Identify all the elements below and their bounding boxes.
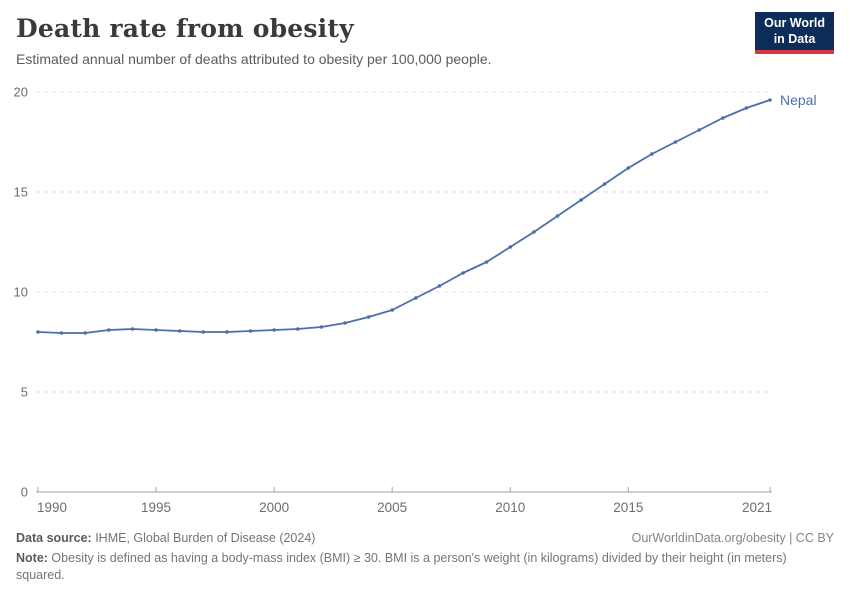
x-tick-label: 2015	[613, 500, 643, 515]
data-point[interactable]	[414, 296, 418, 300]
data-point[interactable]	[721, 116, 725, 120]
y-tick-label: 0	[21, 485, 28, 500]
footer-source-row: Data source: IHME, Global Burden of Dise…	[16, 530, 834, 547]
data-point[interactable]	[319, 325, 324, 329]
x-tick-label: 1990	[37, 500, 67, 515]
owid-logo-line1: Our World	[764, 16, 825, 30]
data-point[interactable]	[484, 260, 489, 264]
data-source-label: Data source:	[16, 531, 92, 545]
data-point[interactable]	[201, 330, 206, 334]
data-point[interactable]	[83, 331, 87, 335]
series-line[interactable]	[37, 99, 771, 334]
data-point[interactable]	[650, 152, 654, 156]
x-tick-label: 2010	[495, 500, 525, 515]
footnote-label: Note:	[16, 550, 48, 565]
data-point[interactable]	[59, 331, 64, 335]
data-point[interactable]	[248, 329, 253, 333]
x-tick-label: 2021	[742, 500, 772, 515]
data-point[interactable]	[744, 106, 749, 110]
data-point[interactable]	[508, 245, 513, 249]
data-point[interactable]	[177, 329, 182, 333]
data-point[interactable]	[437, 284, 442, 288]
owid-logo[interactable]: Our World in Data	[755, 12, 834, 55]
data-point[interactable]	[36, 330, 40, 334]
chart-subtitle: Estimated annual number of deaths attrib…	[16, 51, 492, 67]
data-point[interactable]	[343, 321, 347, 325]
y-tick-label: 10	[14, 285, 28, 300]
data-point[interactable]	[390, 308, 395, 312]
x-tick-label: 2005	[377, 500, 407, 515]
footnote-text: Obesity is defined as having a body-mass…	[16, 550, 787, 582]
data-point[interactable]	[366, 315, 371, 319]
series-end-label[interactable]: Nepal	[780, 92, 817, 108]
data-point[interactable]	[532, 230, 536, 234]
data-source-line: Data source: IHME, Global Burden of Dise…	[16, 530, 315, 547]
data-point[interactable]	[579, 198, 583, 202]
data-point[interactable]	[225, 330, 229, 334]
data-point[interactable]	[626, 166, 631, 170]
data-source-text: IHME, Global Burden of Disease (2024)	[91, 531, 316, 545]
y-tick-label: 15	[14, 185, 28, 200]
x-tick-label: 1995	[141, 500, 171, 515]
chart-header: Death rate from obesity Estimated annual…	[16, 12, 834, 67]
data-point[interactable]	[768, 98, 772, 102]
owid-logo-line2: in Data	[773, 31, 816, 46]
license-link[interactable]: OurWorldinData.org/obesity | CC BY	[631, 531, 834, 545]
data-point[interactable]	[130, 327, 135, 331]
data-point[interactable]	[602, 182, 607, 186]
chart-footer: Data source: IHME, Global Burden of Dise…	[16, 530, 834, 584]
data-point[interactable]	[272, 328, 276, 332]
y-tick-label: 5	[21, 385, 28, 400]
line-chart[interactable]: 0 5 10 15 20 1990 1995 2000 2005 2010 2015 2021 Nepa…	[0, 80, 850, 520]
y-tick-label: 20	[14, 85, 28, 100]
footnote: Note: Obesity is defined as having a bod…	[16, 550, 834, 584]
data-point[interactable]	[697, 128, 701, 132]
data-point[interactable]	[555, 214, 560, 218]
data-point[interactable]	[295, 327, 300, 331]
data-point[interactable]	[154, 328, 158, 332]
x-tick-label: 2000	[259, 500, 289, 515]
data-point[interactable]	[673, 140, 678, 144]
data-point[interactable]	[461, 271, 465, 275]
page-title: Death rate from obesity	[16, 14, 354, 43]
data-point[interactable]	[107, 328, 111, 332]
